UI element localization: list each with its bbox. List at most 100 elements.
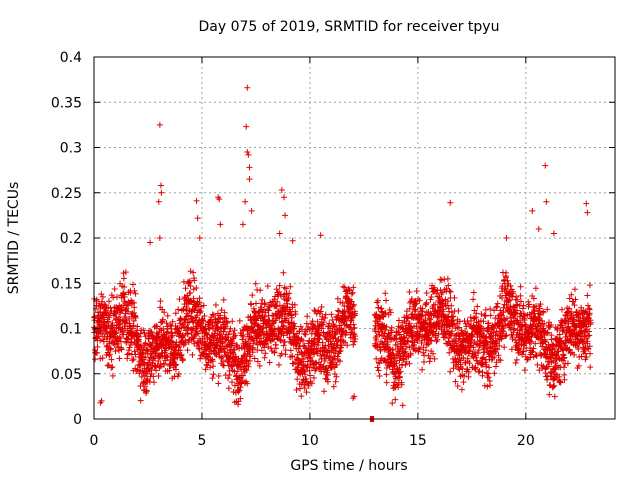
data-point: [520, 348, 527, 355]
data-point: [351, 310, 358, 317]
data-point: [561, 354, 568, 361]
data-point: [387, 309, 394, 316]
data-point: [530, 345, 537, 352]
data-point: [212, 301, 219, 308]
data-point: [517, 292, 524, 299]
data-point: [254, 341, 261, 348]
data-point: [494, 303, 501, 310]
data-point: [182, 285, 189, 292]
y-tick-label: 0.1: [60, 322, 82, 338]
data-point: [225, 331, 232, 338]
data-point: [305, 382, 312, 389]
data-point: [113, 329, 120, 336]
data-point: [164, 354, 171, 361]
data-point: [189, 327, 196, 334]
y-tick-label: 0.15: [51, 276, 82, 292]
data-point: [502, 320, 509, 327]
data-point: [521, 312, 528, 319]
data-point: [408, 328, 415, 335]
data-point: [338, 344, 345, 351]
data-point: [413, 323, 420, 330]
data-point: [252, 280, 259, 287]
data-point: [495, 352, 502, 359]
data-point: [334, 314, 341, 321]
data-point: [290, 320, 297, 327]
data-point: [94, 343, 101, 350]
data-point: [506, 296, 513, 303]
data-point: [271, 349, 278, 356]
data-point: [322, 375, 329, 382]
data-point: [317, 308, 324, 315]
data-point: [586, 282, 593, 289]
data-point: [196, 295, 203, 302]
data-point: [144, 347, 151, 354]
data-point: [150, 373, 157, 380]
data-point: [282, 347, 289, 354]
y-tick-label: 0.25: [51, 186, 82, 202]
data-point: [99, 293, 106, 300]
data-point: [343, 295, 350, 302]
data-point: [313, 365, 320, 372]
data-point: [472, 354, 479, 361]
data-point: [123, 317, 130, 324]
data-point: [575, 362, 582, 369]
data-point: [265, 303, 272, 310]
data-point: [507, 282, 514, 289]
data-point: [273, 303, 280, 310]
data-point: [526, 301, 533, 308]
data-point: [240, 372, 247, 379]
data-point: [430, 350, 437, 357]
data-point: [320, 319, 327, 326]
data-point: [202, 366, 209, 373]
data-point: [105, 361, 112, 368]
data-point: [551, 366, 558, 373]
data-point: [116, 313, 123, 320]
data-point: [554, 325, 561, 332]
data-point: [261, 354, 268, 361]
data-point: [334, 295, 341, 302]
data-point: [432, 301, 439, 308]
data-point: [408, 324, 415, 331]
data-point: [178, 351, 185, 358]
data-point: [143, 388, 150, 395]
data-point: [585, 302, 592, 309]
data-point: [407, 351, 414, 358]
data-point: [187, 289, 194, 296]
data-point: [220, 296, 227, 303]
data-point: [184, 319, 191, 326]
data-point: [548, 336, 555, 343]
data-point: [163, 320, 170, 327]
data-point: [152, 350, 159, 357]
data-point: [478, 311, 485, 318]
data-point: [313, 310, 320, 317]
data-point: [246, 342, 253, 349]
data-point: [399, 402, 406, 409]
data-point: [106, 314, 113, 321]
data-point: [246, 351, 253, 358]
data-point: [467, 317, 474, 324]
data-point: [336, 348, 343, 355]
data-point: [458, 327, 465, 334]
data-point: [320, 321, 327, 328]
data-point: [514, 307, 521, 314]
data-point: [318, 325, 325, 332]
data-point: [291, 323, 298, 330]
data-point: [274, 298, 281, 305]
data-point: [406, 344, 413, 351]
data-point: [561, 376, 568, 383]
data-point: [197, 303, 204, 310]
data-point: [442, 334, 449, 341]
data-point: [331, 323, 338, 330]
data-point: [231, 346, 238, 353]
data-point: [190, 269, 197, 276]
data-point: [508, 346, 515, 353]
data-point: [169, 338, 176, 345]
data-point: [345, 286, 352, 293]
data-point: [383, 371, 390, 378]
data-point: [420, 349, 427, 356]
data-point: [476, 368, 483, 375]
data-point: [279, 328, 286, 335]
data-point: [286, 290, 293, 297]
data-point: [228, 379, 235, 386]
data-point: [128, 311, 135, 318]
